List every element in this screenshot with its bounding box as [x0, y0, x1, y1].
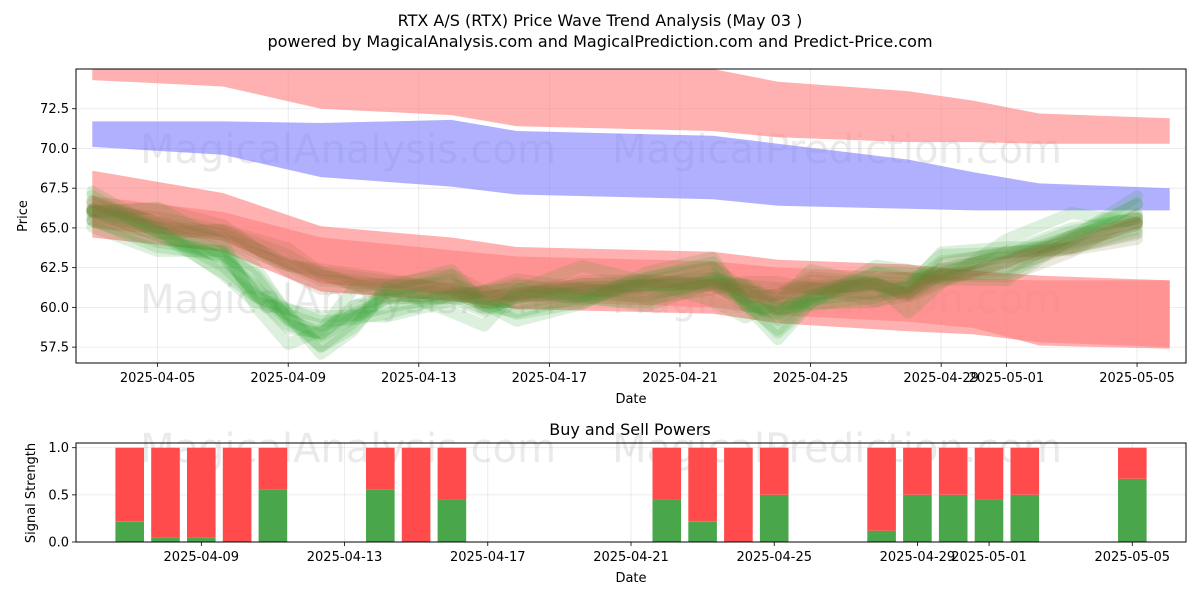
buy-bar [1010, 494, 1040, 542]
buy-bar [974, 499, 1004, 542]
wave-green-wave [86, 185, 1143, 323]
sell-bar [401, 447, 431, 542]
price-x-tick-label: 2025-04-13 [381, 371, 457, 386]
signal-chart-title: Buy and Sell Powers [549, 420, 711, 439]
signal-x-tick-label: 2025-05-01 [951, 550, 1027, 565]
buy-bar [258, 489, 288, 542]
signal-y-tick-label: 0.0 [48, 536, 69, 551]
buy-bar [759, 494, 789, 542]
price-y-tick-label: 70.0 [40, 142, 69, 157]
price-y-tick-label: 72.5 [40, 102, 69, 117]
price-x-tick-label: 2025-04-05 [120, 371, 196, 386]
signal-x-ticks: 2025-04-09 2025-04-13 2025-04-17 2025-04-21… [164, 542, 1171, 565]
sell-bar [115, 447, 144, 522]
buy-bar [151, 537, 180, 542]
price-waves [86, 185, 1143, 360]
wave-brown-wave [86, 202, 1143, 304]
wave-green-wave [86, 201, 1143, 350]
sell-bar [187, 447, 216, 538]
price-bands [92, 69, 1170, 349]
wave-green-wave [86, 202, 1143, 339]
band-upper-blue [92, 119, 1170, 211]
signal-y-ticks: 0.0 0.5 1.0 [48, 441, 76, 551]
price-x-ticks: 2025-04-05 2025-04-09 2025-04-13 2025-04-17… [120, 363, 1175, 386]
buy-bar [903, 494, 932, 542]
buy-bar [938, 494, 968, 542]
signal-x-tick-label: 2025-05-05 [1095, 550, 1171, 565]
signal-x-tick-label: 2025-04-09 [164, 550, 240, 565]
wave-brown-wave [86, 195, 1143, 312]
wave-green-wave [86, 204, 1143, 340]
price-x-tick-label: 2025-04-29 [903, 371, 979, 386]
sell-bar [688, 447, 717, 522]
wave-green-wave [86, 205, 1143, 343]
wave-brown-wave [86, 209, 1143, 301]
buy-bar [867, 530, 896, 542]
price-x-label: Date [615, 392, 646, 407]
sell-bar [366, 447, 395, 490]
buy-bar [187, 537, 216, 542]
buy-bar [1118, 478, 1147, 542]
signal-x-tick-label: 2025-04-25 [736, 550, 812, 565]
sell-bar [867, 447, 896, 531]
sell-bar [1010, 447, 1040, 495]
sell-bar [938, 447, 968, 495]
buy-bar [115, 521, 144, 542]
sell-bar [903, 447, 932, 495]
wave-green-wave [86, 189, 1143, 328]
sell-bar [437, 447, 467, 500]
price-x-tick-label: 2025-04-09 [250, 371, 326, 386]
price-y-label: Price [16, 200, 31, 232]
sell-bar [974, 447, 1004, 500]
signal-x-tick-label: 2025-04-13 [307, 550, 383, 565]
wave-brown-wave [86, 204, 1143, 305]
price-y-tick-label: 62.5 [40, 261, 69, 276]
price-plot-frame [75, 68, 1187, 364]
price-chart: MagicalAnalysis.comMagicalPrediction.com… [16, 68, 1187, 407]
buy-bar [652, 499, 682, 542]
chart-subtitle: powered by MagicalAnalysis.com and Magic… [267, 32, 932, 51]
wave-brown-wave [86, 213, 1143, 307]
price-y-tick-label: 60.0 [40, 301, 69, 316]
price-x-tick-label: 2025-05-01 [969, 371, 1045, 386]
sell-bar [258, 447, 288, 490]
price-x-tick-label: 2025-05-05 [1099, 371, 1175, 386]
price-y-tick-label: 65.0 [40, 221, 69, 236]
sell-bar [1118, 447, 1147, 479]
price-y-tick-label: 67.5 [40, 182, 69, 197]
signal-y-tick-label: 1.0 [48, 441, 69, 456]
signal-chart: Buy and Sell Powers MagicalAnalysis.com M… [24, 420, 1187, 586]
band-lower-red-2 [92, 196, 1170, 349]
wave-green-wave [86, 190, 1143, 360]
price-y-tick-label: 57.5 [40, 341, 69, 356]
sell-bar [652, 447, 682, 500]
signal-y-tick-label: 0.5 [48, 488, 69, 503]
wave-green-wave [86, 195, 1143, 332]
band-upper-red [92, 69, 1170, 144]
price-x-tick-label: 2025-04-25 [773, 371, 849, 386]
signal-x-tick-label: 2025-04-17 [450, 550, 526, 565]
chart-title: RTX A/S (RTX) Price Wave Trend Analysis … [398, 11, 803, 30]
signal-x-tick-label: 2025-04-29 [880, 550, 956, 565]
wave-green-wave [86, 198, 1143, 353]
buy-bar [688, 521, 717, 542]
sell-bar [724, 447, 753, 542]
wave-brown-wave [86, 202, 1143, 314]
signal-x-label: Date [615, 571, 646, 586]
price-x-tick-label: 2025-04-17 [512, 371, 588, 386]
signal-x-tick-label: 2025-04-21 [593, 550, 669, 565]
signal-y-label: Signal Strength [24, 443, 39, 543]
wave-green-wave [86, 205, 1143, 340]
price-x-tick-label: 2025-04-21 [642, 371, 718, 386]
buy-bar [437, 499, 467, 542]
sell-bar [151, 447, 180, 538]
sell-bar [222, 447, 252, 542]
buy-bar [366, 489, 395, 542]
sell-bar [759, 447, 789, 495]
price-y-ticks: 57.5 60.0 62.5 65.0 67.5 70.0 72.5 [40, 102, 76, 356]
wave-brown-wave [86, 198, 1143, 309]
signal-bars [115, 447, 1147, 542]
wave-green-wave [86, 197, 1143, 353]
